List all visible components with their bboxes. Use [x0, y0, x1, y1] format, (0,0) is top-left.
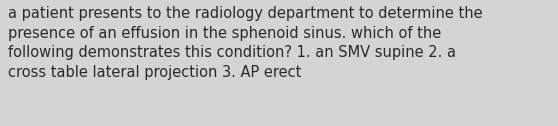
Text: a patient presents to the radiology department to determine the
presence of an e: a patient presents to the radiology depa… — [8, 6, 483, 80]
